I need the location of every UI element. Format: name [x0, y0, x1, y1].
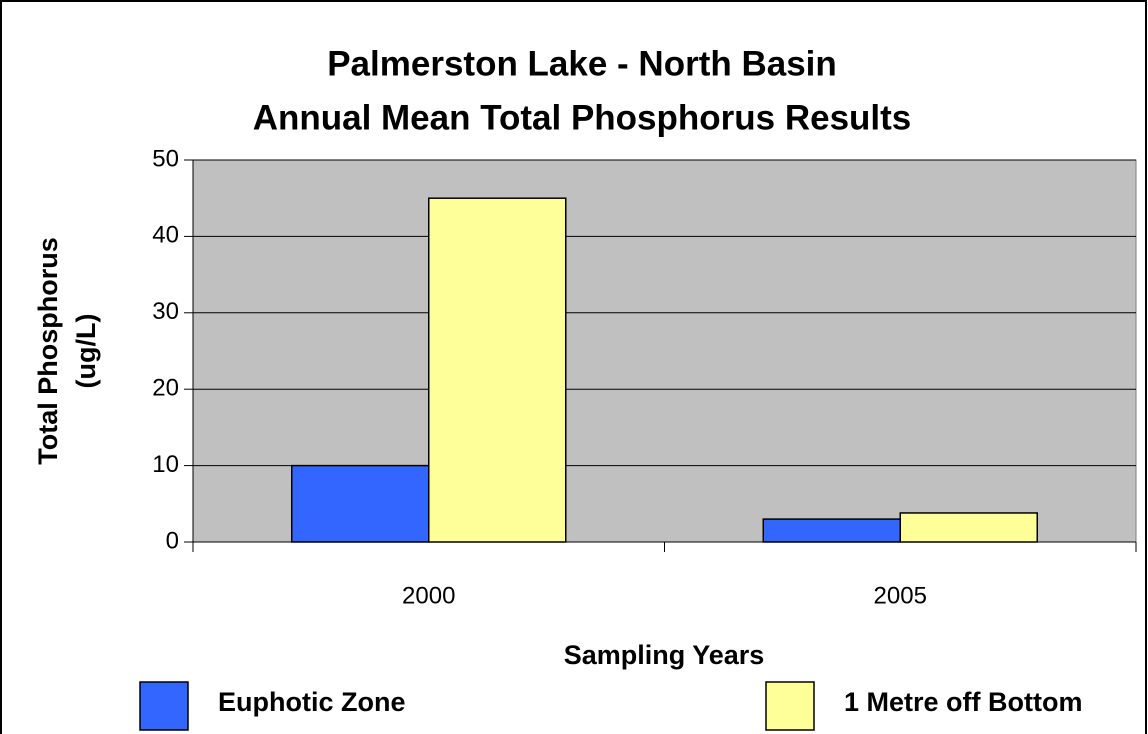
y-tick-label: 10 — [152, 451, 179, 478]
y-tick-label: 50 — [152, 145, 179, 172]
bar — [291, 464, 430, 543]
bar — [762, 518, 901, 543]
chart-title: Palmerston Lake - North Basin — [327, 44, 837, 83]
y-tick-label: 30 — [152, 298, 179, 325]
bar — [899, 512, 1038, 543]
y-axis-label: (ug/L) — [71, 314, 101, 389]
x-tick-label: 2000 — [402, 582, 455, 609]
chart-title: Annual Mean Total Phosphorus Results — [253, 98, 912, 137]
y-axis-label: Total Phosphorus — [33, 237, 63, 465]
y-tick-label: 0 — [166, 527, 179, 554]
x-tick-label: 2005 — [874, 582, 927, 609]
y-tick-label: 40 — [152, 222, 179, 249]
y-tick-label: 20 — [152, 375, 179, 402]
legend-swatch — [139, 681, 189, 731]
bar — [428, 197, 567, 543]
x-axis-label: Sampling Years — [564, 640, 765, 670]
legend-label: Euphotic Zone — [218, 687, 405, 717]
legend-swatch — [765, 681, 815, 731]
legend-label: 1 Metre off Bottom — [844, 687, 1083, 717]
